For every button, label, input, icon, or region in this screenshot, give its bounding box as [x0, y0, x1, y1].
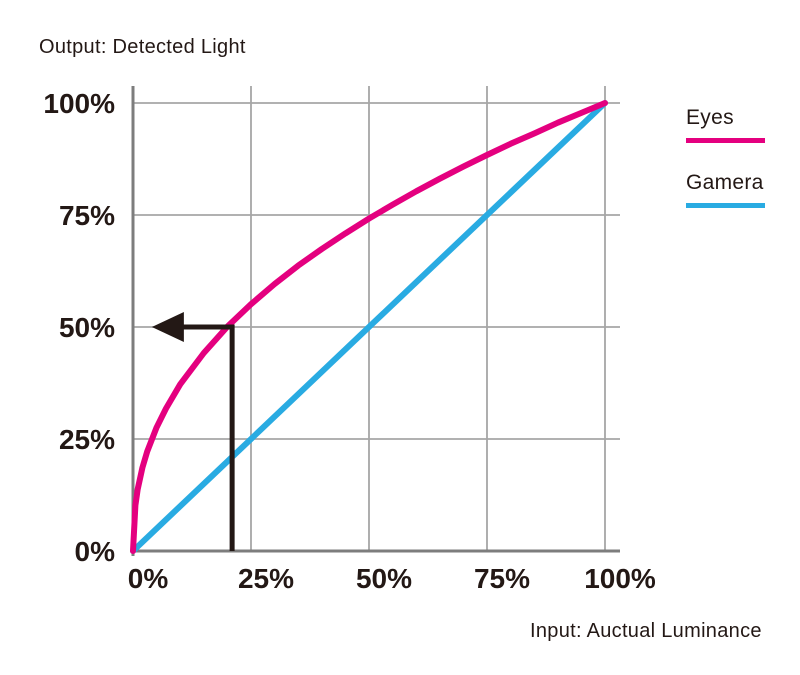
- annotation-arrow-line: [181, 324, 235, 551]
- legend-swatch-eyes: [686, 138, 765, 143]
- x-tick-label: 0%: [128, 563, 169, 594]
- y-tick-label: 0%: [75, 536, 116, 567]
- y-tick-label: 25%: [59, 424, 115, 455]
- y-tick-label: 75%: [59, 200, 115, 231]
- legend-item-eyes: Eyes: [686, 106, 796, 143]
- series-line-eyes: [130, 100, 608, 554]
- legend-swatch-gamera: [686, 203, 765, 208]
- legend-label-eyes: Eyes: [686, 106, 734, 129]
- legend-item-gamera: Gamera: [686, 171, 796, 208]
- y-tick-label: 100%: [43, 88, 115, 119]
- x-tick-label: 100%: [584, 563, 656, 594]
- x-tick-label: 50%: [356, 563, 412, 594]
- chart-title: Output: Detected Light: [39, 36, 246, 58]
- annotation-arrowhead-icon: [151, 312, 184, 342]
- x-tick-label: 75%: [474, 563, 530, 594]
- legend-label-gamera: Gamera: [686, 171, 764, 194]
- x-axis-caption: Input: Auctual Luminance: [530, 620, 762, 642]
- legend: Eyes Gamera: [686, 106, 796, 236]
- y-tick-label: 50%: [59, 312, 115, 343]
- x-tick-label: 25%: [238, 563, 294, 594]
- series-line-gamera: [130, 100, 608, 554]
